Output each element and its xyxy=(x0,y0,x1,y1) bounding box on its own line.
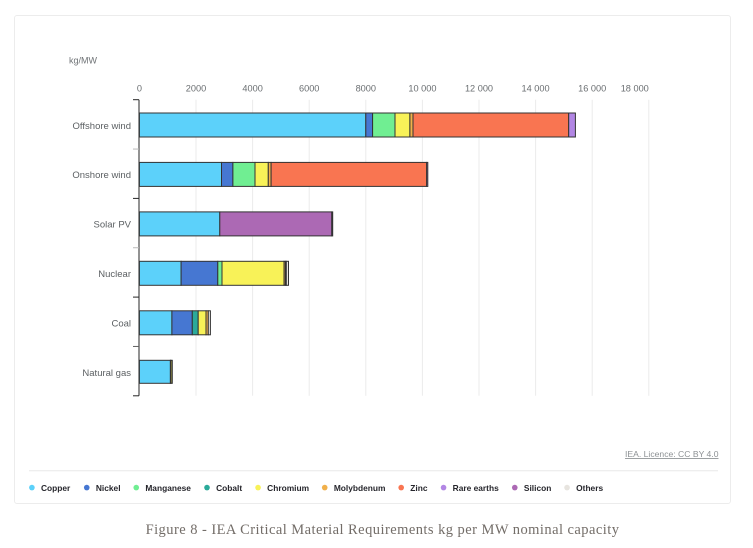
svg-text:Offshore wind: Offshore wind xyxy=(73,121,131,132)
svg-text:Silicon: Silicon xyxy=(524,483,551,493)
svg-text:Nuclear: Nuclear xyxy=(98,269,131,280)
svg-text:Cobalt: Cobalt xyxy=(216,483,242,493)
svg-text:kg/MW: kg/MW xyxy=(69,56,98,66)
svg-text:Natural gas: Natural gas xyxy=(82,368,131,379)
svg-text:14 000: 14 000 xyxy=(522,84,550,94)
svg-text:2000: 2000 xyxy=(186,84,206,94)
svg-text:IEA. Licence: CC BY 4.0: IEA. Licence: CC BY 4.0 xyxy=(625,449,719,459)
svg-text:Others: Others xyxy=(576,483,603,493)
svg-text:Chromium: Chromium xyxy=(267,483,309,493)
svg-text:Molybdenum: Molybdenum xyxy=(334,483,386,493)
svg-text:8000: 8000 xyxy=(356,84,376,94)
svg-text:Rare earths: Rare earths xyxy=(453,483,499,493)
svg-text:16 000: 16 000 xyxy=(578,84,606,94)
svg-text:Zinc: Zinc xyxy=(410,483,428,493)
svg-text:12 000: 12 000 xyxy=(465,84,493,94)
svg-text:Nickel: Nickel xyxy=(96,483,121,493)
svg-text:18 000: 18 000 xyxy=(621,84,649,94)
svg-text:Manganese: Manganese xyxy=(145,483,191,493)
svg-text:Solar PV: Solar PV xyxy=(94,220,132,231)
svg-text:6000: 6000 xyxy=(299,84,319,94)
svg-text:Onshore wind: Onshore wind xyxy=(72,170,131,181)
svg-text:10 000: 10 000 xyxy=(408,84,436,94)
svg-text:Copper: Copper xyxy=(41,483,71,493)
svg-text:0: 0 xyxy=(137,84,142,94)
svg-text:Coal: Coal xyxy=(111,319,131,330)
svg-text:4000: 4000 xyxy=(242,84,262,94)
